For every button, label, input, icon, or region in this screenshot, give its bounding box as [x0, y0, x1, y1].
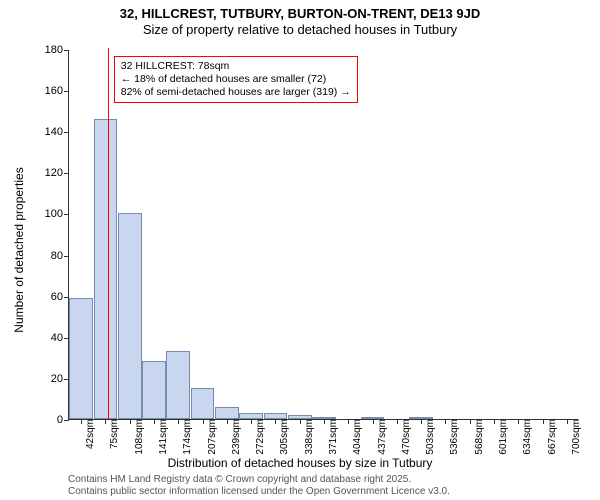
- histogram-bar: [142, 361, 166, 419]
- x-tick-mark: [178, 419, 179, 424]
- x-tick-label: 404sqm: [350, 419, 363, 455]
- x-tick-label: 42sqm: [83, 419, 96, 449]
- chart-container: 32, HILLCREST, TUTBURY, BURTON-ON-TRENT,…: [0, 0, 600, 500]
- x-tick-mark: [105, 419, 106, 424]
- x-tick-mark: [567, 419, 568, 424]
- y-tick-mark: [64, 91, 69, 92]
- annotation-line: 32 HILLCREST: 78sqm: [121, 60, 351, 73]
- histogram-bar: [215, 407, 239, 419]
- x-tick-label: 601sqm: [496, 419, 509, 455]
- x-tick-mark: [300, 419, 301, 424]
- x-tick-mark: [445, 419, 446, 424]
- x-tick-label: 536sqm: [447, 419, 460, 455]
- annotation-box: 32 HILLCREST: 78sqm← 18% of detached hou…: [114, 56, 358, 103]
- x-tick-mark: [154, 419, 155, 424]
- x-tick-label: 207sqm: [205, 419, 218, 455]
- x-tick-label: 568sqm: [472, 419, 485, 455]
- x-tick-mark: [203, 419, 204, 424]
- footer-credits: Contains HM Land Registry data © Crown c…: [68, 474, 450, 498]
- x-tick-label: 667sqm: [545, 419, 558, 455]
- reference-line: [108, 48, 109, 419]
- histogram-bar: [191, 388, 215, 419]
- x-tick-label: 305sqm: [277, 419, 290, 455]
- annotation-line: ← 18% of detached houses are smaller (72…: [121, 73, 351, 86]
- y-tick-mark: [64, 50, 69, 51]
- histogram-bar: [118, 213, 142, 419]
- plot-area: 02040608010012014016018042sqm75sqm108sqm…: [68, 50, 578, 420]
- x-tick-mark: [421, 419, 422, 424]
- x-tick-label: 108sqm: [132, 419, 145, 455]
- x-tick-label: 272sqm: [253, 419, 266, 455]
- x-tick-mark: [324, 419, 325, 424]
- x-tick-mark: [130, 419, 131, 424]
- x-tick-label: 174sqm: [180, 419, 193, 455]
- chart-title: 32, HILLCREST, TUTBURY, BURTON-ON-TRENT,…: [0, 6, 600, 22]
- histogram-bar: [94, 119, 118, 419]
- x-tick-label: 239sqm: [229, 419, 242, 455]
- y-tick-mark: [64, 132, 69, 133]
- x-tick-mark: [275, 419, 276, 424]
- x-tick-label: 141sqm: [156, 419, 169, 455]
- y-axis-label: Number of detached properties: [12, 167, 26, 332]
- x-tick-mark: [518, 419, 519, 424]
- x-tick-label: 503sqm: [423, 419, 436, 455]
- x-tick-label: 437sqm: [375, 419, 388, 455]
- x-tick-mark: [251, 419, 252, 424]
- title-block: 32, HILLCREST, TUTBURY, BURTON-ON-TRENT,…: [0, 0, 600, 39]
- y-tick-mark: [64, 256, 69, 257]
- histogram-bar: [166, 351, 190, 419]
- x-tick-label: 470sqm: [399, 419, 412, 455]
- y-tick-mark: [64, 214, 69, 215]
- chart-subtitle: Size of property relative to detached ho…: [0, 22, 600, 38]
- x-tick-mark: [470, 419, 471, 424]
- x-tick-mark: [348, 419, 349, 424]
- x-tick-mark: [81, 419, 82, 424]
- x-tick-label: 700sqm: [569, 419, 582, 455]
- footer-line: Contains public sector information licen…: [68, 486, 450, 498]
- x-tick-mark: [543, 419, 544, 424]
- x-tick-mark: [373, 419, 374, 424]
- y-tick-mark: [64, 420, 69, 421]
- y-tick-mark: [64, 173, 69, 174]
- x-tick-label: 338sqm: [302, 419, 315, 455]
- x-axis-label: Distribution of detached houses by size …: [0, 456, 600, 470]
- x-tick-mark: [227, 419, 228, 424]
- x-tick-mark: [397, 419, 398, 424]
- histogram-bar: [69, 298, 93, 419]
- x-tick-mark: [494, 419, 495, 424]
- x-tick-label: 634sqm: [520, 419, 533, 455]
- footer-line: Contains HM Land Registry data © Crown c…: [68, 474, 450, 486]
- x-tick-label: 371sqm: [326, 419, 339, 455]
- x-tick-label: 75sqm: [107, 419, 120, 449]
- annotation-line: 82% of semi-detached houses are larger (…: [121, 86, 351, 99]
